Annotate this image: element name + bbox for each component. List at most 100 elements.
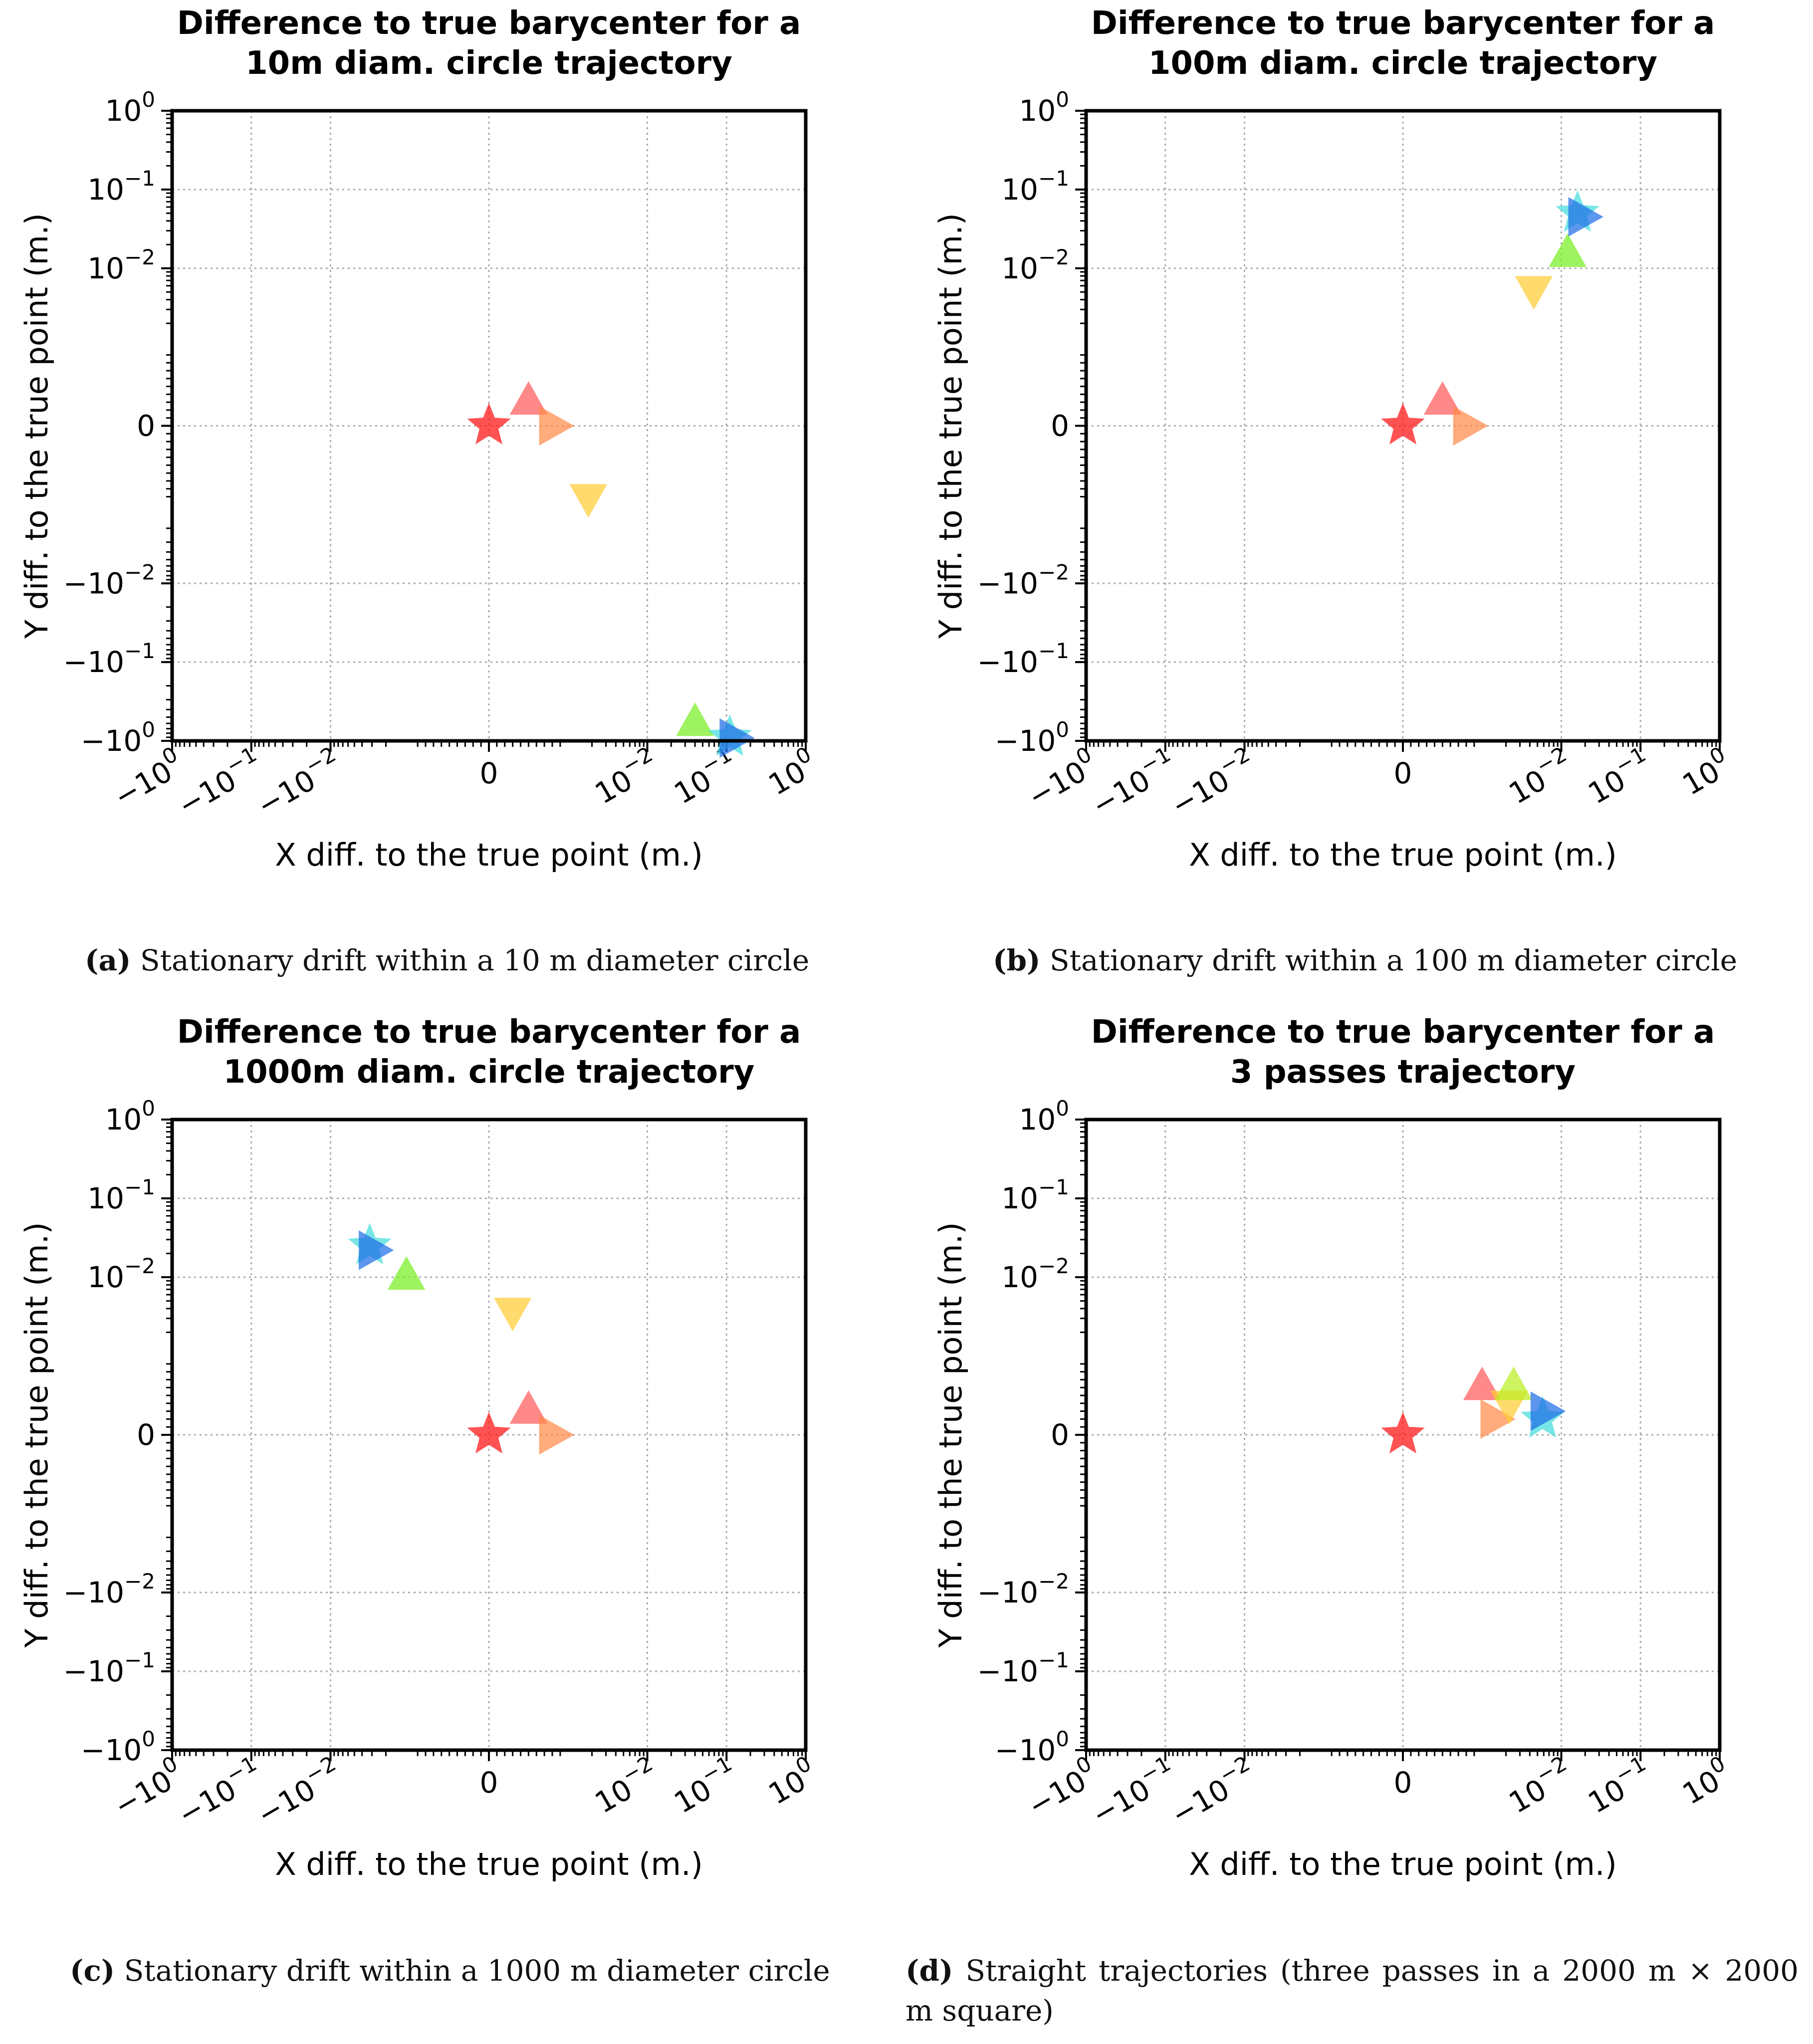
y-tick-label: −100 — [995, 1727, 1069, 1767]
chart-title-line-1: Difference to true barycenter for a — [177, 1014, 801, 1051]
data-point-triangle-up — [676, 702, 714, 736]
y-tick-label: 10−1 — [1001, 1175, 1069, 1215]
caption-a: (a) Stationary drift within a 10 m diame… — [85, 940, 833, 980]
x-tick-label: 100 — [1673, 1751, 1737, 1811]
y-tick-label: 100 — [1019, 1096, 1069, 1136]
chart-title-line-1: Difference to true barycenter for a — [1091, 5, 1715, 42]
caption-d: (d) Straight trajectories (three passes … — [906, 1951, 1799, 2031]
y-tick-label: −10−2 — [63, 1569, 155, 1609]
y-tick-label: 100 — [1019, 87, 1069, 128]
y-tick-label: 0 — [137, 1418, 155, 1452]
x-tick-label: −10−1 — [1083, 1751, 1183, 1832]
data-point-triangle-right — [1568, 197, 1603, 237]
chart-panel-3: Difference to true barycenter for a3 pas… — [932, 1014, 1737, 1882]
data-point-triangle-right — [539, 1415, 574, 1455]
x-tick-label: 100 — [1673, 742, 1737, 802]
data-point-triangle-up — [387, 1256, 426, 1290]
chart-title-line-2: 1000m diam. circle trajectory — [224, 1054, 755, 1091]
caption-b-text: Stationary drift within a 100 m diameter… — [1049, 943, 1738, 977]
x-axis-label: X diff. to the true point (m.) — [1189, 1846, 1617, 1882]
data-point-triangle-up — [1495, 1366, 1533, 1400]
x-tick-label: −10−2 — [1162, 742, 1262, 823]
x-tick-label: −10−1 — [1083, 742, 1183, 823]
y-tick-label: −10−2 — [977, 560, 1069, 600]
chart-panel-2: Difference to true barycenter for a1000m… — [18, 1014, 823, 1882]
x-axis-label: X diff. to the true point (m.) — [275, 837, 703, 873]
data-point-triangle-right — [1530, 1391, 1566, 1431]
y-tick-label: 10−2 — [87, 1254, 155, 1294]
caption-c: (c) Stationary drift within a 1000 m dia… — [70, 1951, 868, 1991]
y-tick-label: 10−2 — [1001, 1254, 1069, 1294]
chart-title-line-1: Difference to true barycenter for a — [177, 5, 801, 42]
data-point-triangle-right — [1480, 1399, 1516, 1439]
data-point-triangle-right — [719, 718, 755, 758]
data-point-star — [1381, 403, 1425, 445]
data-point-star — [1381, 1412, 1425, 1454]
x-tick-label: −10−1 — [169, 1751, 269, 1832]
x-tick-label: 10−2 — [1500, 742, 1579, 811]
caption-b: (b) Stationary drift within a 100 m diam… — [993, 940, 1791, 980]
y-axis-label: Y diff. to the true point (m.) — [18, 213, 55, 639]
y-tick-label: −100 — [81, 1727, 155, 1767]
y-tick-label: −10−1 — [63, 1648, 155, 1688]
x-tick-label: 10−2 — [586, 1751, 665, 1820]
data-point-triangle-up — [1549, 233, 1586, 267]
y-tick-label: 0 — [1051, 1418, 1069, 1452]
x-tick-label: −10−2 — [248, 1751, 348, 1832]
x-tick-label: 0 — [1394, 756, 1412, 790]
x-tick-label: 10−2 — [586, 742, 665, 811]
x-tick-label: 10−1 — [665, 1751, 744, 1820]
data-point-triangle-up — [509, 381, 548, 415]
data-point-triangle-right — [539, 406, 574, 446]
y-tick-label: −10−2 — [977, 1569, 1069, 1609]
x-tick-label: 0 — [1394, 1766, 1412, 1800]
chart-panel-1: Difference to true barycenter for a100m … — [932, 5, 1737, 873]
y-axis-label: Y diff. to the true point (m.) — [932, 213, 969, 639]
data-point-triangle-up — [509, 1390, 548, 1424]
x-tick-label: −10−2 — [1162, 1751, 1262, 1832]
data-point-star — [467, 403, 511, 445]
x-tick-label: 100 — [759, 1751, 823, 1811]
chart-title-line-2: 10m diam. circle trajectory — [245, 45, 732, 82]
y-tick-label: 100 — [105, 1096, 155, 1136]
chart-title-line-2: 100m diam. circle trajectory — [1148, 45, 1657, 82]
x-tick-label: 0 — [480, 756, 498, 790]
y-tick-label: 10−1 — [87, 166, 155, 207]
y-tick-label: −10−1 — [977, 639, 1069, 679]
x-tick-label: 0 — [480, 1766, 498, 1800]
plot-frame — [170, 1118, 808, 1752]
y-axis-label: Y diff. to the true point (m.) — [18, 1222, 55, 1648]
caption-b-label: (b) — [993, 943, 1041, 977]
data-point-triangle-right — [359, 1230, 394, 1270]
data-point-triangle-down — [569, 484, 608, 518]
x-tick-label: −10−1 — [169, 742, 269, 823]
chart-title-line-2: 3 passes trajectory — [1230, 1054, 1576, 1091]
y-tick-label: −10−2 — [63, 560, 155, 600]
x-tick-label: 100 — [759, 742, 823, 802]
data-point-triangle-right — [1453, 406, 1488, 446]
y-tick-label: 100 — [105, 87, 155, 128]
caption-d-text: Straight trajectories (three passes in a… — [906, 1954, 1799, 2028]
caption-a-text: Stationary drift within a 10 m diameter … — [140, 943, 810, 977]
y-tick-label: −10−1 — [63, 639, 155, 679]
y-tick-label: −100 — [995, 717, 1069, 758]
data-point-triangle-up — [1423, 381, 1462, 415]
y-tick-label: 0 — [137, 409, 155, 443]
y-tick-label: −100 — [81, 717, 155, 758]
y-tick-label: 0 — [1051, 409, 1069, 443]
y-tick-label: −10−1 — [977, 1648, 1069, 1688]
caption-a-label: (a) — [85, 943, 131, 977]
plot-frame — [1084, 1118, 1722, 1752]
x-tick-label: 10−1 — [665, 742, 744, 811]
y-tick-label: 10−1 — [87, 1175, 155, 1215]
x-tick-label: 10−1 — [1579, 742, 1658, 811]
x-tick-label: 10−2 — [1500, 1751, 1579, 1820]
y-axis-label: Y diff. to the true point (m.) — [932, 1222, 969, 1648]
x-tick-label: −10−2 — [248, 742, 348, 823]
caption-c-text: Stationary drift within a 1000 m diamete… — [124, 1954, 830, 1988]
data-point-triangle-down — [493, 1298, 532, 1332]
y-tick-label: 10−1 — [1001, 166, 1069, 207]
plot-frame — [1084, 109, 1722, 743]
